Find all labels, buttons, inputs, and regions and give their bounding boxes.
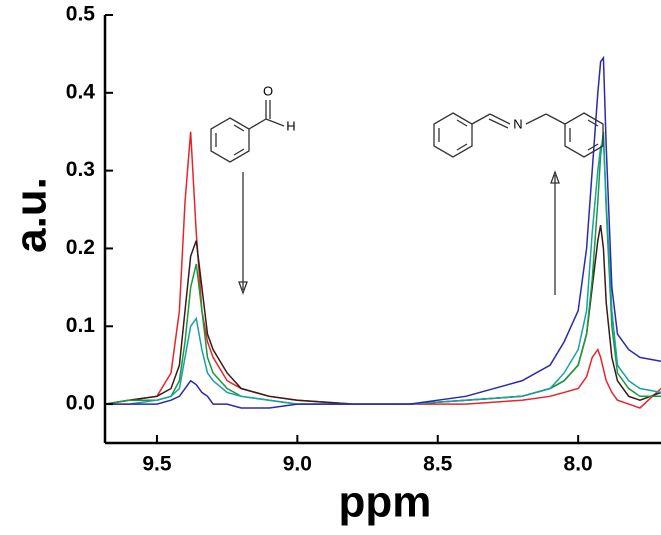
series-group <box>105 55 661 409</box>
imine <box>433 112 604 295</box>
y-tick-label: 0.3 <box>66 158 95 181</box>
y-tick-label: 0.1 <box>66 314 96 337</box>
x-tick-label: 8.0 <box>564 453 593 476</box>
spectrum-line <box>105 131 661 405</box>
benzaldehyde <box>210 100 285 295</box>
atom-label: O <box>263 83 273 98</box>
spectrum-line <box>105 55 661 409</box>
x-tick-label: 9.5 <box>142 453 172 476</box>
x-tick-label: 8.5 <box>423 453 453 476</box>
atom-label: N <box>513 116 522 131</box>
y-tick-label: 0.0 <box>66 392 95 415</box>
y-tick-label: 0.2 <box>66 236 95 259</box>
y-tick-label: 0.5 <box>66 3 96 26</box>
atom-label: H <box>286 118 295 133</box>
x-axis-title: ppm <box>339 478 432 527</box>
y-tick-label: 0.4 <box>66 80 96 103</box>
y-axis-title: a.u. <box>7 177 56 253</box>
x-tick-label: 9.0 <box>283 453 312 476</box>
